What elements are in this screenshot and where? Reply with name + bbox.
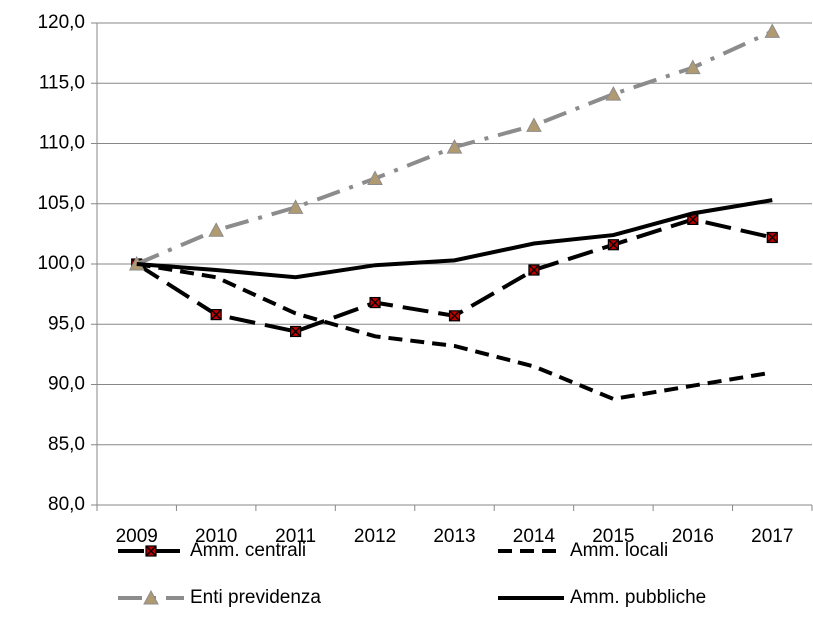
x-tick-label: 2014 <box>513 526 556 547</box>
y-tick-label: 85,0 <box>48 434 85 455</box>
marker <box>210 309 222 321</box>
marker <box>766 231 778 244</box>
marker <box>290 325 302 338</box>
marker-cross <box>766 231 778 243</box>
marker <box>446 139 463 154</box>
marker <box>208 222 225 237</box>
legend-label: Enti previdenza <box>190 587 321 608</box>
y-tick-label: 120,0 <box>37 12 85 33</box>
marker <box>143 589 159 605</box>
marker-cross <box>210 309 222 321</box>
y-tick-label: 80,0 <box>48 494 85 515</box>
marker <box>369 296 381 309</box>
marker <box>607 239 619 251</box>
marker-cross <box>145 545 157 557</box>
marker <box>526 117 542 132</box>
legend-label: Amm. pubbliche <box>570 587 706 608</box>
marker <box>684 59 701 75</box>
marker-cross <box>290 325 302 337</box>
marker-cross <box>528 264 540 276</box>
marker-cross <box>607 239 619 251</box>
marker-cross <box>449 310 460 322</box>
marker <box>528 264 540 276</box>
marker <box>367 170 383 185</box>
marker-cross <box>369 297 381 309</box>
marker <box>605 86 622 101</box>
legend-label: Amm. centrali <box>190 540 306 561</box>
marker <box>287 199 304 214</box>
marker <box>448 310 461 322</box>
x-tick-label: 2012 <box>354 526 396 547</box>
x-tick-label: 2017 <box>751 526 793 547</box>
legend-label: Amm. locali <box>570 540 668 561</box>
series-line <box>136 262 773 402</box>
x-tick-label: 2009 <box>116 526 158 547</box>
y-tick-label: 105,0 <box>37 193 85 214</box>
y-tick-label: 100,0 <box>37 253 85 274</box>
series-line <box>136 198 773 280</box>
x-tick-label: 2010 <box>195 526 237 547</box>
y-tick-label: 90,0 <box>48 374 85 395</box>
x-tick-label: 2011 <box>275 526 316 547</box>
x-tick-label: 2015 <box>592 526 634 547</box>
x-tick-label: 2013 <box>433 526 475 547</box>
marker <box>145 545 157 557</box>
x-tick-label: 2016 <box>672 526 714 547</box>
y-tick-label: 95,0 <box>48 313 85 334</box>
y-tick-label: 115,0 <box>39 72 85 93</box>
marker <box>764 23 781 38</box>
y-tick-label: 110,0 <box>39 133 85 154</box>
